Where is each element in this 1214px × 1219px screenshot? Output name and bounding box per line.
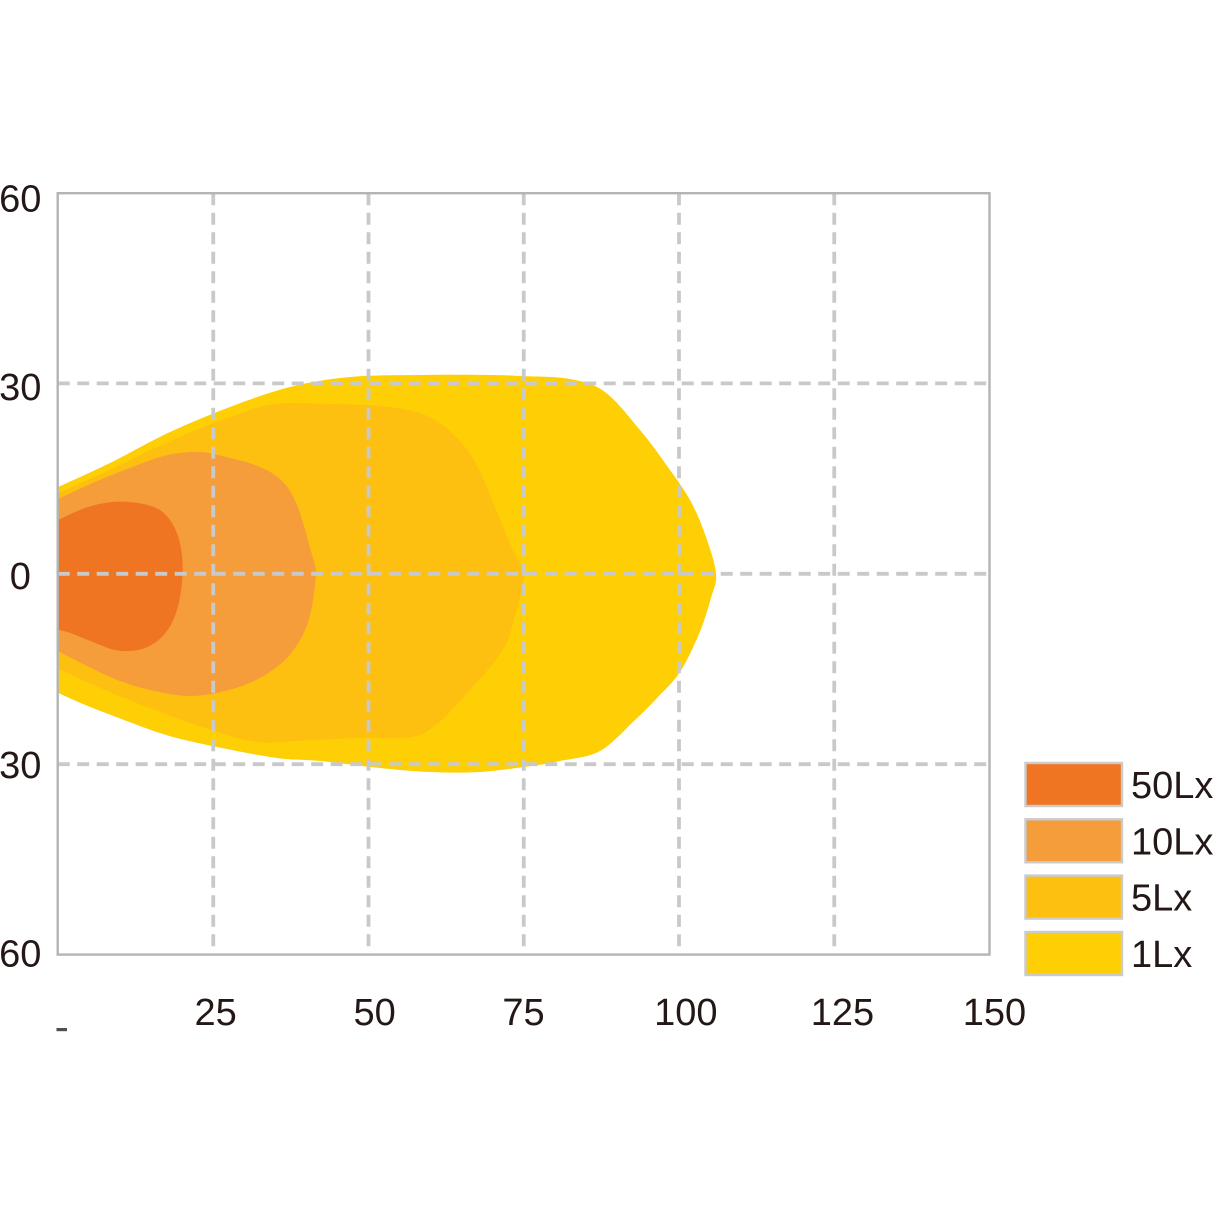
svg-text:5Lx: 5Lx — [1131, 878, 1192, 920]
svg-text:30: 30 — [0, 367, 41, 409]
svg-text:25: 25 — [194, 992, 236, 1034]
svg-text:1Lx: 1Lx — [1131, 934, 1192, 976]
svg-text:60: 60 — [0, 178, 41, 220]
svg-text:125: 125 — [811, 992, 874, 1034]
svg-text:50: 50 — [354, 992, 396, 1034]
svg-text:60: 60 — [0, 934, 41, 976]
svg-text:0: 0 — [10, 556, 31, 598]
svg-text:30: 30 — [0, 745, 41, 787]
svg-text:10Lx: 10Lx — [1131, 821, 1213, 863]
svg-text:75: 75 — [502, 992, 544, 1034]
svg-text:100: 100 — [654, 992, 717, 1034]
svg-text:150: 150 — [963, 992, 1026, 1034]
svg-text:50Lx: 50Lx — [1131, 765, 1213, 807]
